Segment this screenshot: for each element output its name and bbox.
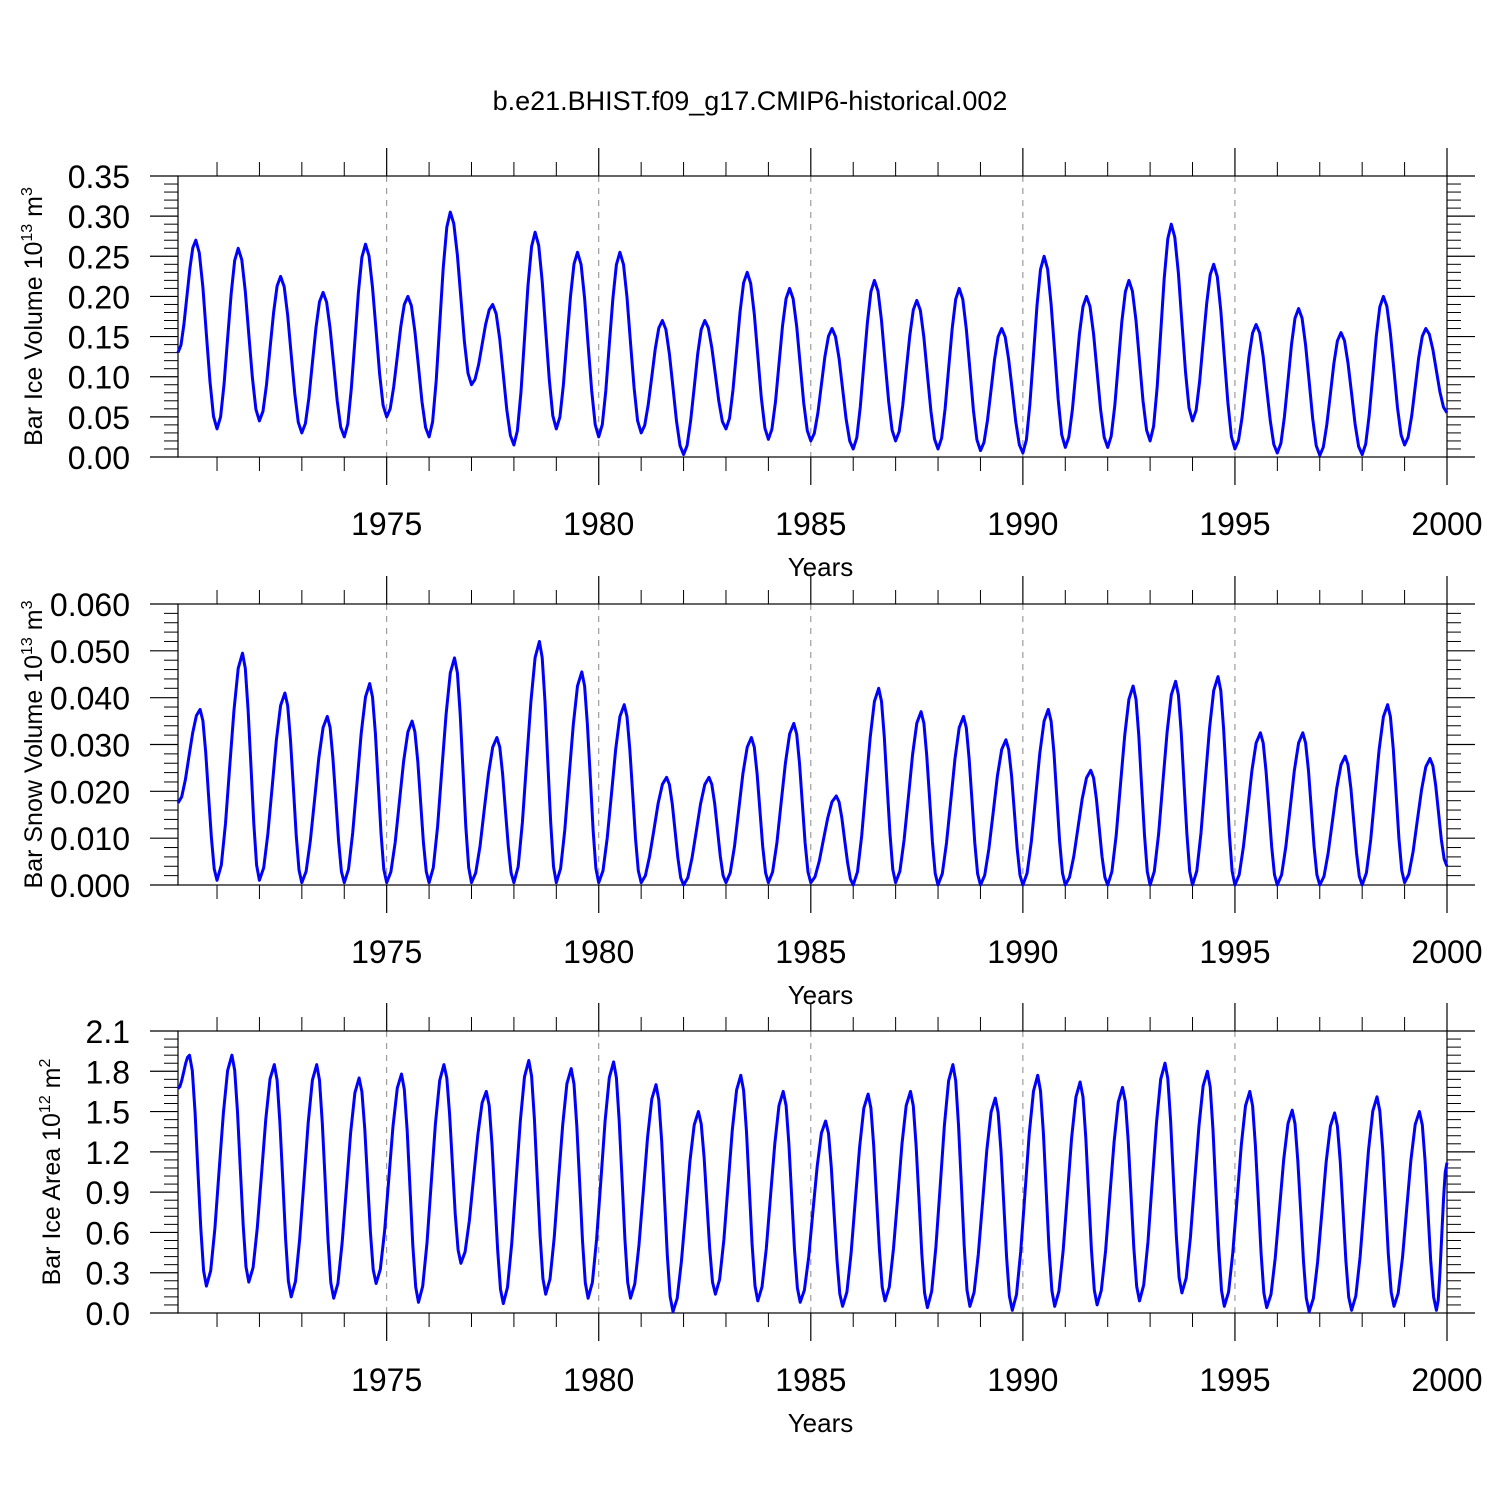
y-tick-label: 1.5 bbox=[86, 1095, 130, 1131]
data-line bbox=[176, 640, 1449, 887]
y-tick-label: 0.000 bbox=[50, 868, 130, 904]
x-axis-label: Years bbox=[788, 980, 854, 1010]
x-tick-label: 1990 bbox=[987, 934, 1058, 970]
y-tick-label: 0.35 bbox=[68, 159, 130, 195]
x-tick-label: 1985 bbox=[775, 506, 846, 542]
y-tick-label: 0.00 bbox=[68, 440, 130, 476]
x-tick-label: 1990 bbox=[987, 506, 1058, 542]
y-tick-label: 0.25 bbox=[68, 239, 130, 275]
y-tick-label: 0.050 bbox=[50, 634, 130, 670]
x-tick-label: 1980 bbox=[563, 506, 634, 542]
y-tick-label: 0.020 bbox=[50, 774, 130, 810]
figure-title: b.e21.BHIST.f09_g17.CMIP6-historical.002 bbox=[493, 86, 1008, 116]
x-tick-label: 1990 bbox=[987, 1362, 1058, 1398]
y-tick-label: 0.30 bbox=[68, 199, 130, 235]
y-tick-label: 0.9 bbox=[86, 1175, 130, 1211]
y-tick-label: 0.15 bbox=[68, 320, 130, 356]
y-axis-label: Bar Ice Area 1012 m2 bbox=[37, 1059, 66, 1286]
x-axis-label: Years bbox=[788, 552, 854, 582]
y-axis-label: Bar Snow Volume 1013 m3 bbox=[19, 600, 48, 888]
panel-2: 0.000 0.010 0.020 0.030 0.040 0.050 0.060 1975 1… bbox=[19, 576, 1483, 1010]
y-tick-label: 0.010 bbox=[50, 821, 130, 857]
y-axis-label: Bar Ice Volume 1013 m3 bbox=[19, 187, 48, 446]
y-tick-label: 1.8 bbox=[86, 1054, 130, 1090]
x-tick-label: 1975 bbox=[351, 934, 422, 970]
panel-3: 0.0 0.3 0.6 0.9 1.2 1.5 1.8 2.1 1975 1980 1985 1990… bbox=[37, 1003, 1483, 1438]
x-tick-label: 1995 bbox=[1199, 1362, 1270, 1398]
y-tick-label: 0.10 bbox=[68, 360, 130, 396]
y-tick-label: 0.030 bbox=[50, 728, 130, 764]
y-tick-label: 0.0 bbox=[86, 1296, 130, 1332]
y-tick-label: 0.3 bbox=[86, 1256, 130, 1292]
x-tick-label: 1975 bbox=[351, 506, 422, 542]
x-tick-label: 1985 bbox=[775, 934, 846, 970]
y-tick-label: 0.20 bbox=[68, 279, 130, 315]
y-tick-label: 0.040 bbox=[50, 681, 130, 717]
x-axis-label: Years bbox=[788, 1408, 854, 1438]
plot-frame bbox=[177, 175, 1448, 458]
x-tick-label: 2000 bbox=[1411, 506, 1482, 542]
x-tick-label: 1995 bbox=[1199, 934, 1270, 970]
x-tick-label: 1980 bbox=[563, 1362, 634, 1398]
y-tick-label: 2.1 bbox=[86, 1014, 130, 1050]
x-tick-label: 1975 bbox=[351, 1362, 422, 1398]
x-tick-label: 2000 bbox=[1411, 1362, 1482, 1398]
y-tick-label: 0.6 bbox=[86, 1215, 130, 1251]
x-tick-label: 1980 bbox=[563, 934, 634, 970]
y-tick-label: 0.060 bbox=[50, 587, 130, 623]
y-tick-label: 0.05 bbox=[68, 400, 130, 436]
x-tick-label: 1995 bbox=[1199, 506, 1270, 542]
panels: 0.00 0.05 0.10 0.15 0.20 0.25 0.30 0.35 1975 1980… bbox=[19, 148, 1483, 1438]
x-tick-label: 2000 bbox=[1411, 934, 1482, 970]
data-line bbox=[176, 1053, 1449, 1314]
y-tick-label: 1.2 bbox=[86, 1135, 130, 1171]
x-tick-label: 1985 bbox=[775, 1362, 846, 1398]
plot-frame bbox=[177, 1030, 1448, 1314]
data-line bbox=[176, 210, 1449, 457]
panel-1: 0.00 0.05 0.10 0.15 0.20 0.25 0.30 0.35 1975 1980… bbox=[19, 148, 1483, 582]
